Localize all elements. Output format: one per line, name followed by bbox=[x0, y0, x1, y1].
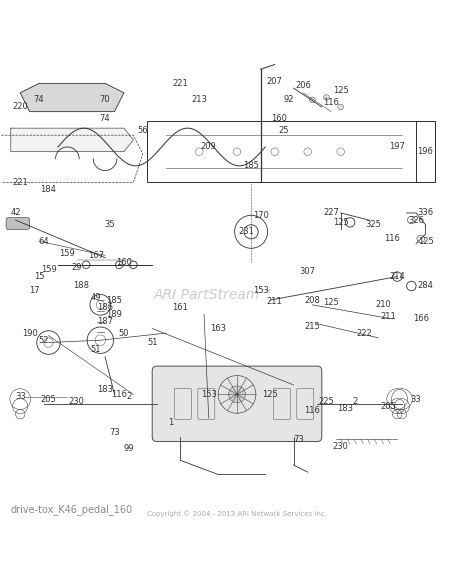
FancyBboxPatch shape bbox=[6, 218, 30, 229]
Circle shape bbox=[228, 386, 246, 403]
FancyBboxPatch shape bbox=[152, 366, 322, 442]
Text: 1: 1 bbox=[168, 418, 173, 427]
Text: 116: 116 bbox=[323, 98, 339, 107]
Text: 2: 2 bbox=[126, 392, 131, 401]
Text: 25: 25 bbox=[279, 126, 289, 135]
Text: 92: 92 bbox=[283, 96, 294, 104]
Text: 159: 159 bbox=[59, 248, 75, 257]
Text: 125: 125 bbox=[323, 298, 339, 307]
Text: 73: 73 bbox=[109, 428, 120, 436]
Text: 197: 197 bbox=[389, 142, 405, 152]
Polygon shape bbox=[20, 84, 124, 112]
Text: 15: 15 bbox=[34, 272, 45, 281]
Text: 220: 220 bbox=[12, 102, 28, 112]
Text: 205: 205 bbox=[380, 402, 396, 411]
Text: 184: 184 bbox=[41, 185, 56, 194]
Text: 167: 167 bbox=[88, 251, 104, 260]
Text: 56: 56 bbox=[137, 126, 148, 135]
Text: 225: 225 bbox=[319, 397, 335, 406]
Circle shape bbox=[310, 97, 315, 103]
Text: 73: 73 bbox=[293, 435, 304, 444]
Text: 207: 207 bbox=[267, 77, 283, 86]
Text: 188: 188 bbox=[73, 281, 90, 291]
Text: 185: 185 bbox=[243, 161, 259, 170]
Text: 211: 211 bbox=[380, 312, 396, 321]
Text: 190: 190 bbox=[22, 329, 37, 337]
Text: 205: 205 bbox=[41, 395, 56, 404]
Text: 42: 42 bbox=[10, 208, 21, 217]
Text: 284: 284 bbox=[418, 281, 433, 291]
Text: 307: 307 bbox=[300, 267, 316, 276]
Text: 35: 35 bbox=[104, 220, 115, 229]
Text: 214: 214 bbox=[389, 272, 405, 281]
Text: 183: 183 bbox=[97, 385, 113, 394]
Text: 125: 125 bbox=[262, 390, 278, 399]
Text: 125: 125 bbox=[333, 218, 348, 227]
Text: 33: 33 bbox=[15, 392, 26, 401]
Text: 209: 209 bbox=[201, 142, 217, 152]
Text: 210: 210 bbox=[375, 300, 391, 309]
Text: 17: 17 bbox=[29, 286, 40, 295]
Text: 160: 160 bbox=[116, 258, 132, 267]
Text: 159: 159 bbox=[41, 265, 56, 274]
Text: 336: 336 bbox=[418, 208, 434, 217]
Text: 230: 230 bbox=[333, 442, 348, 451]
Text: 51: 51 bbox=[147, 338, 157, 347]
Text: ARI PartStream™: ARI PartStream™ bbox=[154, 288, 273, 303]
Circle shape bbox=[116, 261, 123, 269]
Text: 170: 170 bbox=[253, 211, 268, 220]
Text: 166: 166 bbox=[413, 315, 429, 324]
Circle shape bbox=[324, 95, 329, 100]
Text: 208: 208 bbox=[304, 296, 320, 305]
Text: 49: 49 bbox=[91, 293, 101, 302]
Text: 29: 29 bbox=[72, 263, 82, 272]
Text: 187: 187 bbox=[97, 317, 113, 326]
Text: 186: 186 bbox=[97, 303, 113, 312]
Text: 70: 70 bbox=[100, 96, 110, 104]
Text: 74: 74 bbox=[34, 96, 45, 104]
Text: 116: 116 bbox=[304, 406, 320, 415]
Text: 211: 211 bbox=[267, 296, 283, 305]
Text: 125: 125 bbox=[333, 86, 348, 95]
Text: 189: 189 bbox=[107, 310, 122, 319]
Text: 222: 222 bbox=[356, 329, 372, 337]
Circle shape bbox=[82, 261, 90, 269]
Text: 99: 99 bbox=[123, 444, 134, 453]
Text: 185: 185 bbox=[107, 296, 122, 305]
Circle shape bbox=[338, 104, 344, 110]
Text: drive-tox_K46_pedal_160: drive-tox_K46_pedal_160 bbox=[11, 503, 133, 515]
Text: 52: 52 bbox=[38, 336, 49, 345]
Text: 325: 325 bbox=[366, 220, 382, 229]
Text: 161: 161 bbox=[173, 303, 188, 312]
Text: 50: 50 bbox=[118, 329, 129, 337]
Text: 51: 51 bbox=[91, 345, 101, 354]
Text: 153: 153 bbox=[253, 286, 268, 295]
Text: 215: 215 bbox=[304, 321, 320, 331]
Text: Copyright © 2004 - 2013 ARI Network Services Inc.: Copyright © 2004 - 2013 ARI Network Serv… bbox=[147, 510, 327, 517]
Text: 153: 153 bbox=[201, 390, 217, 399]
Text: 33: 33 bbox=[410, 395, 421, 404]
Text: 227: 227 bbox=[323, 208, 339, 217]
Text: 64: 64 bbox=[38, 237, 49, 246]
Text: 160: 160 bbox=[272, 114, 287, 123]
Text: 74: 74 bbox=[100, 114, 110, 123]
Text: 221: 221 bbox=[173, 79, 188, 88]
Text: 230: 230 bbox=[69, 397, 85, 406]
Text: 116: 116 bbox=[111, 390, 127, 399]
Text: 213: 213 bbox=[191, 96, 207, 104]
Text: 231: 231 bbox=[238, 227, 255, 236]
Text: 196: 196 bbox=[418, 147, 433, 156]
Text: 163: 163 bbox=[210, 324, 226, 333]
Text: 221: 221 bbox=[12, 178, 28, 187]
Text: 2: 2 bbox=[352, 397, 357, 406]
Polygon shape bbox=[11, 128, 133, 152]
Circle shape bbox=[129, 261, 137, 269]
Text: 116: 116 bbox=[384, 235, 401, 243]
Text: 125: 125 bbox=[418, 237, 433, 246]
Text: 326: 326 bbox=[408, 216, 424, 225]
Text: 206: 206 bbox=[295, 81, 311, 90]
Text: 183: 183 bbox=[337, 404, 354, 413]
